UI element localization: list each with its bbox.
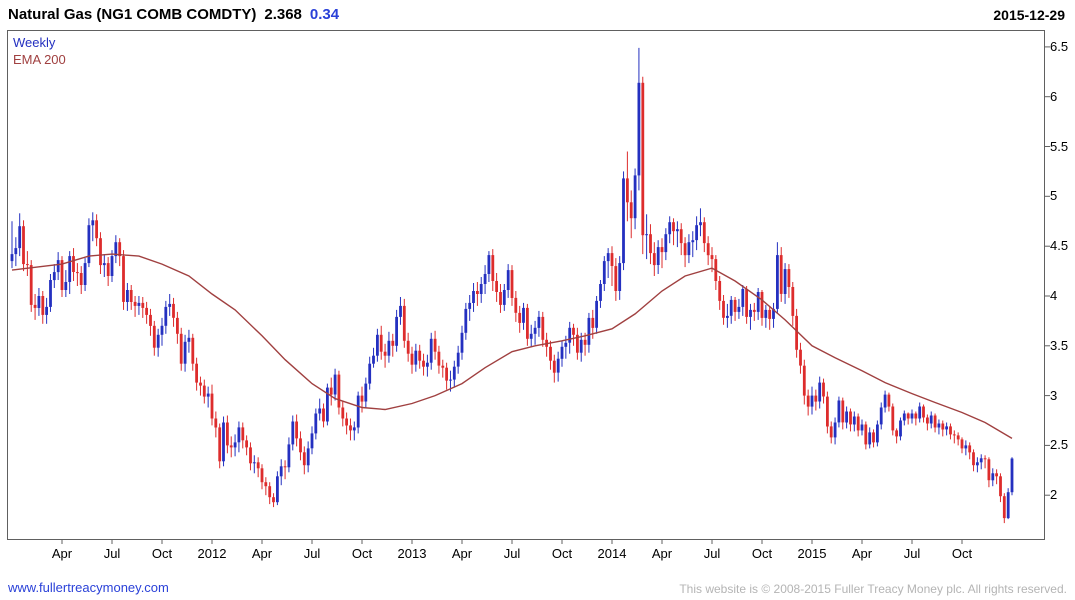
- candlestick-chart: [7, 30, 1050, 544]
- copyright-text: This website is © 2008-2015 Fuller Treac…: [679, 582, 1067, 596]
- legend-ema-label: EMA 200: [13, 52, 66, 67]
- candles-group: [10, 47, 1014, 524]
- ema-line: [11, 253, 1013, 440]
- chart-title: Natural Gas (NG1 COMB COMDTY): [8, 6, 257, 23]
- last-price: 2.368: [264, 6, 302, 23]
- chart-legend: Weekly EMA 200: [13, 34, 66, 68]
- price-change: 0.34: [309, 6, 340, 23]
- chart-date: 2015-12-29: [993, 7, 1065, 23]
- chart-border: [7, 30, 1045, 540]
- axis-ticks: [61, 46, 1050, 544]
- legend-weekly-label: Weekly: [13, 35, 56, 50]
- website-link[interactable]: www.fullertreacymoney.com: [8, 580, 169, 595]
- chart-header: Natural Gas (NG1 COMB COMDTY) 2.368 0.34: [8, 6, 339, 23]
